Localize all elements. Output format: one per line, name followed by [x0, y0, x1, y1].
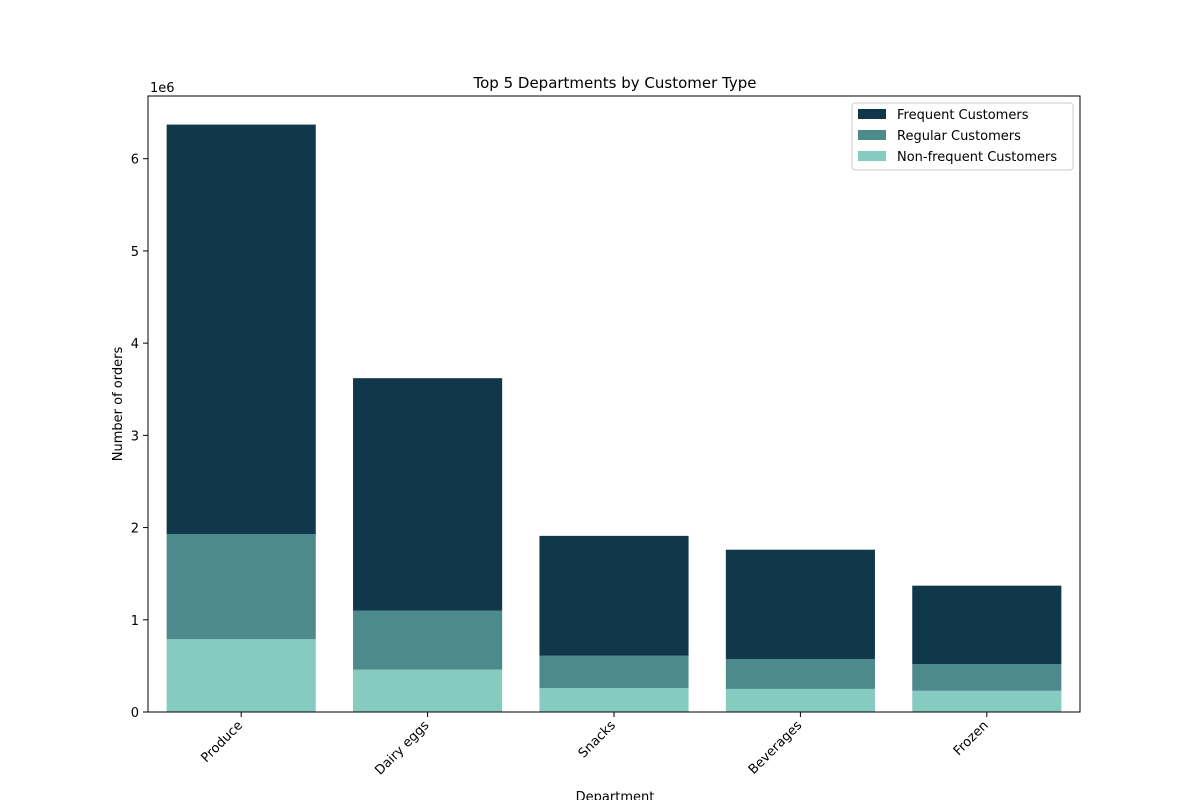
y-tick-label: 5 — [131, 245, 139, 260]
bar-segment — [912, 664, 1062, 691]
bar-segment — [166, 639, 316, 712]
bar-segment — [166, 534, 316, 640]
bar-segment — [725, 658, 875, 689]
legend-label: Regular Customers — [897, 129, 1021, 144]
y-tick-label: 4 — [131, 337, 139, 352]
x-tick-label: Produce — [198, 718, 246, 766]
bar-segment — [725, 688, 875, 712]
legend-label: Frequent Customers — [897, 108, 1029, 123]
x-axis-label: Department — [576, 790, 655, 800]
bar-segment — [353, 669, 503, 712]
bar-segment — [539, 655, 689, 689]
bar-segment — [539, 535, 689, 656]
y-tick-label: 6 — [131, 153, 139, 168]
legend-box — [851, 102, 1074, 171]
legend-swatch — [858, 109, 886, 119]
plot-frame — [147, 95, 1081, 713]
bar-segment — [353, 610, 503, 670]
y-tick-label: 0 — [131, 706, 139, 721]
y-tick-label: 2 — [131, 522, 139, 537]
legend-swatch — [858, 151, 886, 161]
y-tick-label: 3 — [131, 429, 139, 444]
y-axis-label: Number of orders — [111, 347, 126, 462]
bar-segment — [166, 124, 316, 535]
x-tick-label: Frozen — [951, 718, 992, 759]
x-tick-label: Dairy eggs — [372, 718, 432, 778]
x-tick-label: Snacks — [576, 718, 619, 761]
x-tick-label: Beverages — [746, 718, 806, 778]
bar-segment — [912, 585, 1062, 665]
bar-segment — [539, 688, 689, 712]
bar-segment — [912, 690, 1062, 712]
legend-swatch — [858, 130, 886, 140]
y-tick-label: 1 — [131, 614, 139, 629]
bar-segment — [725, 549, 875, 659]
chart-title: Top 5 Departments by Customer Type — [473, 74, 757, 92]
y-offset-label: 1e6 — [150, 81, 175, 96]
legend-label: Non-frequent Customers — [897, 150, 1057, 165]
bar-segment — [353, 378, 503, 611]
